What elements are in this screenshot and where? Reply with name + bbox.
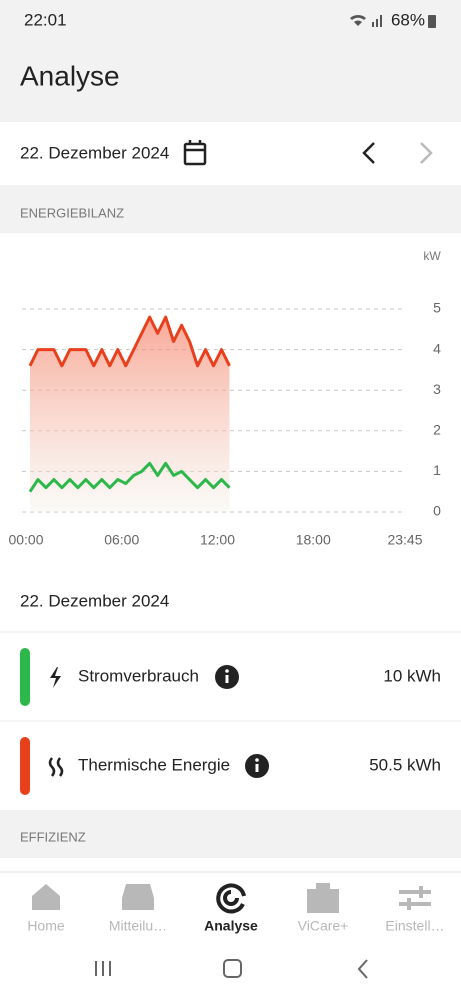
info-glyph: [225, 675, 229, 683]
previous-day-button[interactable]: [362, 142, 375, 164]
y-tick-label: 2: [433, 422, 441, 438]
series-line: [28, 315, 231, 368]
info-button[interactable]: [215, 665, 239, 689]
row-label: Thermische Energie: [78, 755, 230, 774]
nav-item[interactable]: ViCare+: [298, 883, 349, 934]
x-tick-label: 18:00: [296, 532, 331, 548]
section-label: ENERGIEBILANZ: [20, 205, 124, 220]
calendar-button[interactable]: [183, 140, 207, 166]
nav-label: Einstell…: [385, 918, 444, 934]
area-fill: [29, 317, 230, 512]
summary-panel: [0, 570, 461, 810]
nav-label: Home: [27, 918, 65, 934]
nav-item[interactable]: Home: [27, 884, 65, 934]
color-indicator: [20, 648, 30, 706]
y-tick-label: 5: [433, 300, 441, 316]
row-value: 10 kWh: [383, 666, 441, 685]
y-tick-label: 3: [433, 381, 441, 397]
nav-panel: [0, 858, 461, 999]
nav-item[interactable]: Mitteilu…: [109, 884, 167, 934]
series-line: [28, 461, 231, 493]
info-button[interactable]: [245, 754, 269, 778]
nav-icon: [399, 886, 431, 910]
nav-icon: [122, 884, 154, 910]
row-label: Stromverbrauch: [78, 666, 199, 685]
recent-apps-button[interactable]: [95, 961, 111, 976]
electricity-icon: [50, 667, 61, 688]
nav-label: Mitteilu…: [109, 918, 167, 934]
status-time: 22:01: [24, 10, 67, 29]
x-tick-label: 06:00: [104, 532, 139, 548]
nav-item[interactable]: Einstell…: [385, 886, 445, 934]
x-tick-label: 00:00: [8, 532, 43, 548]
section-label: EFFIZIENZ: [20, 829, 86, 844]
back-button[interactable]: [357, 959, 368, 979]
nav-icon: [307, 883, 339, 913]
y-axis-unit: kW: [423, 249, 441, 263]
date-label: 22. Dezember 2024: [20, 143, 169, 162]
system-nav: [95, 959, 368, 979]
heat-icon: [48, 757, 64, 777]
x-tick-label: 23:45: [387, 532, 422, 548]
battery-level: 68%: [391, 10, 425, 29]
y-tick-label: 0: [433, 503, 441, 519]
page-title: Analyse: [20, 60, 120, 91]
nav-icon: [216, 883, 246, 914]
nav-icon: [32, 884, 60, 910]
chart: 0 1 2 3 4 5 00:00 06:00 12:00 18:00 23:45: [8, 300, 441, 548]
y-tick-label: 1: [433, 462, 441, 478]
nav-label: ViCare+: [298, 918, 349, 934]
home-button[interactable]: [223, 959, 242, 978]
nav-item[interactable]: Analyse: [204, 883, 258, 934]
color-indicator: [20, 737, 30, 795]
status-icons: [350, 14, 436, 28]
y-tick-label: 4: [433, 340, 441, 356]
date-row: [0, 122, 461, 185]
next-day-button[interactable]: [420, 142, 433, 164]
row-value: 50.5 kWh: [369, 755, 441, 774]
info-glyph: [255, 758, 259, 762]
info-glyph: [225, 669, 229, 673]
nav-label: Analyse: [204, 918, 258, 934]
summary-date: 22. Dezember 2024: [20, 591, 169, 610]
x-tick-label: 12:00: [200, 532, 235, 548]
info-glyph: [255, 764, 259, 772]
